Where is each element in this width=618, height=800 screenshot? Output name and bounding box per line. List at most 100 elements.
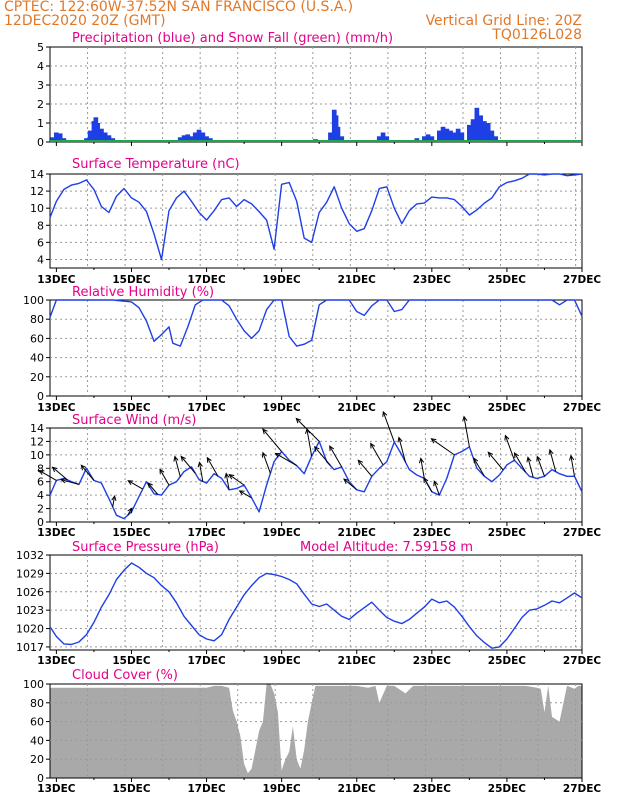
precip-bar: [467, 124, 472, 142]
x-tick-label-wind: 13DEC: [37, 527, 76, 539]
precip-bar: [485, 123, 491, 142]
wind-arrow-head: [180, 455, 186, 462]
precip-bar: [425, 134, 431, 142]
precip-bar: [376, 136, 382, 142]
wind-arrow: [306, 429, 313, 457]
wind-arrow: [420, 458, 425, 479]
precip-bar: [440, 126, 446, 142]
y-tick-label-pressure: 1020: [16, 623, 44, 636]
x-tick-label-cloud: 17DEC: [187, 783, 226, 795]
wind-arrow-head: [504, 434, 510, 441]
x-tick-label-cloud: 27DEC: [563, 783, 602, 795]
wind-arrow: [398, 437, 406, 463]
y-tick-label-temperature: 6: [37, 236, 44, 249]
wind-arrow: [262, 452, 271, 474]
wind-arrow: [487, 451, 504, 471]
x-tick-label-humidity: 25DEC: [488, 402, 527, 414]
x-tick-label-temperature: 13DEC: [37, 274, 76, 286]
precip-bar: [339, 136, 345, 142]
wind-arrow-head: [548, 448, 554, 455]
precip-bar: [335, 126, 341, 142]
wind-arrow: [275, 452, 297, 467]
y-tick-label-humidity: 40: [30, 352, 44, 365]
wind-arrow-head: [418, 457, 425, 464]
precip-bar: [192, 132, 198, 142]
y-tick-label-temperature: 12: [30, 185, 44, 198]
x-tick-label-cloud: 21DEC: [338, 783, 377, 795]
header-model-id: TQ0126L028: [492, 27, 582, 43]
y-tick-label-temperature: 8: [37, 219, 44, 232]
wind-arrow-head: [111, 494, 117, 502]
y-tick-label-cloud: 0: [37, 772, 44, 785]
panel-frame-pressure: [49, 554, 583, 651]
x-tick-label-pressure: 19DEC: [263, 655, 302, 667]
x-tick-label-pressure: 25DEC: [488, 655, 527, 667]
precip-bar: [384, 136, 390, 142]
wind-arrow: [357, 459, 373, 477]
wind-arrow: [295, 418, 320, 442]
wind-arrow-head: [147, 482, 153, 488]
y-tick-label-temperature: 14: [30, 168, 44, 181]
y-tick-label-wind: 12: [30, 435, 44, 448]
precip-bar: [455, 128, 461, 142]
panel-title-pressure: Surface Pressure (hPa): [72, 540, 219, 555]
wind-arrow-head: [262, 428, 268, 435]
precip-bar: [422, 136, 427, 142]
wind-arrow: [239, 490, 252, 499]
y-tick-label-precip: 5: [37, 41, 44, 54]
wind-arrow: [112, 496, 116, 507]
y-tick-label-humidity: 80: [30, 313, 44, 326]
wind-arrow-head: [487, 451, 494, 458]
wind-arrow-head: [60, 478, 67, 484]
precip-bar: [474, 107, 480, 142]
x-tick-label-wind: 25DEC: [488, 527, 527, 539]
precip-bar: [478, 115, 483, 142]
x-tick-label-pressure: 17DEC: [187, 655, 226, 667]
wind-arrow-head: [313, 445, 320, 452]
x-tick-label-temperature: 19DEC: [263, 274, 302, 286]
wind-arrow-head: [51, 466, 58, 473]
panel-title-cloud: Cloud Cover (%): [72, 668, 178, 683]
x-tick-label-humidity: 21DEC: [338, 402, 377, 414]
x-tick-label-pressure: 27DEC: [563, 655, 602, 667]
x-tick-label-humidity: 23DEC: [413, 402, 452, 414]
wind-arrow: [127, 507, 133, 516]
y-tick-label-pressure: 1032: [16, 549, 44, 562]
y-tick-label-pressure: 1017: [16, 641, 44, 654]
wind-arrow: [80, 464, 95, 481]
x-tick-label-pressure: 15DEC: [112, 655, 151, 667]
precip-bar: [328, 132, 333, 142]
wind-arrow-head: [569, 454, 575, 461]
precip-bar: [482, 121, 487, 142]
precip-bar: [493, 136, 498, 142]
y-tick-label-wind: 14: [30, 422, 44, 435]
wind-arrow-head: [224, 472, 230, 479]
panel-title-temperature: Surface Temperature (nC): [72, 157, 240, 172]
wind-arrow-head: [357, 459, 364, 466]
precip-bar: [200, 132, 206, 142]
x-tick-label-humidity: 27DEC: [563, 402, 602, 414]
precip-bar: [185, 134, 191, 142]
wind-arrow: [536, 456, 545, 477]
temperature-series-line: [49, 173, 583, 261]
x-tick-label-humidity: 15DEC: [112, 402, 151, 414]
wind-arrow-head: [80, 464, 87, 471]
y-tick-label-temperature: 10: [30, 202, 44, 215]
precip-bar: [95, 123, 100, 142]
pressure-series-line: [49, 562, 583, 649]
x-tick-label-cloud: 13DEC: [37, 783, 76, 795]
wind-arrow-head: [38, 470, 45, 475]
wind-arrow-head: [197, 461, 203, 468]
precip-bar: [57, 133, 63, 142]
x-tick-label-wind: 19DEC: [263, 527, 302, 539]
wind-arrow-head: [473, 457, 479, 464]
wind-arrow: [527, 457, 534, 478]
panel-title-humidity: Relative Humidity (%): [72, 285, 214, 300]
wind-arrow: [39, 470, 57, 481]
x-tick-label-wind: 27DEC: [563, 527, 602, 539]
x-tick-label-temperature: 27DEC: [563, 274, 602, 286]
y-tick-label-cloud: 100: [23, 678, 44, 691]
x-tick-label-pressure: 21DEC: [338, 655, 377, 667]
